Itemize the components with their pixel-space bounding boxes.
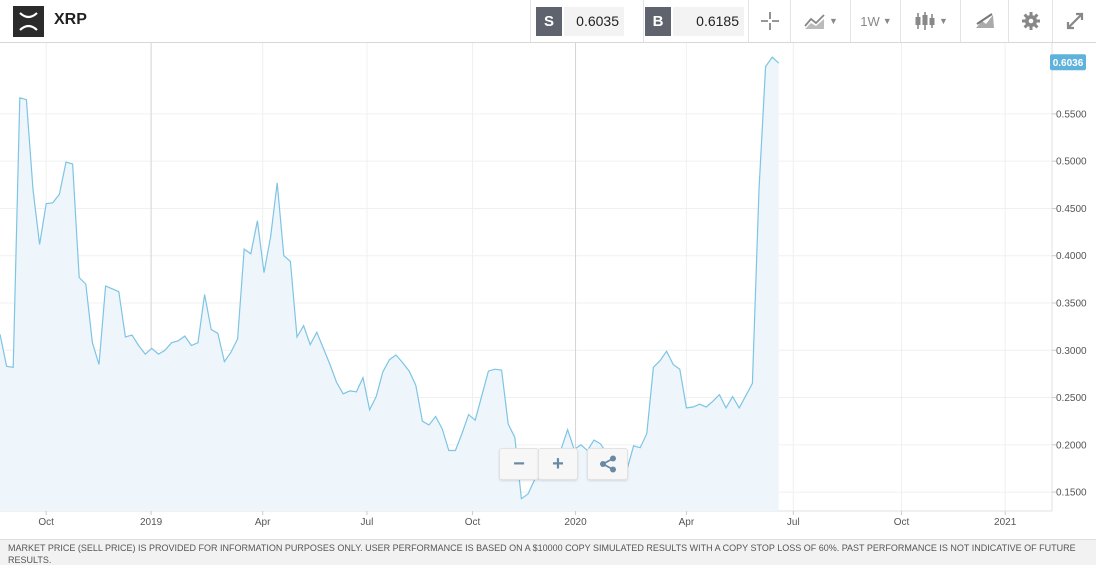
- crosshair-button[interactable]: [748, 0, 791, 42]
- y-tick-label: 0.5000: [1056, 157, 1087, 168]
- crosshair-icon: [761, 12, 779, 30]
- buy-price-group[interactable]: B 0.6185: [643, 0, 749, 42]
- price-line: [0, 56, 780, 500]
- x-tick-label: 2020: [564, 517, 587, 528]
- gear-icon: [1022, 12, 1040, 30]
- x-tick-label: 2021: [994, 517, 1017, 528]
- current-price-badge-bg: [1050, 54, 1086, 71]
- y-tick-label: 0.4000: [1056, 251, 1087, 262]
- candle-type-button[interactable]: ▼: [900, 0, 961, 42]
- buy-badge[interactable]: B: [645, 7, 671, 36]
- x-tick-label: Oct: [894, 517, 910, 528]
- chevron-down-icon: ▼: [829, 16, 838, 26]
- y-tick-label: 0.3500: [1056, 299, 1087, 310]
- settings-button[interactable]: [1008, 0, 1053, 42]
- y-tick-label: 0.2500: [1056, 393, 1087, 404]
- share-icon: [599, 455, 616, 473]
- x-tick-label: 2019: [140, 517, 163, 528]
- x-tick-label: Apr: [679, 517, 695, 528]
- chevron-down-icon: ▼: [939, 16, 948, 26]
- disclaimer: MARKET PRICE (SELL PRICE) IS PROVIDED FO…: [0, 539, 1096, 565]
- draw-button[interactable]: [960, 0, 1009, 42]
- share-button[interactable]: [587, 448, 628, 480]
- buy-price[interactable]: 0.6185: [673, 7, 744, 36]
- expand-icon: [1066, 12, 1084, 30]
- sell-price-group[interactable]: S 0.6035: [530, 0, 644, 42]
- fullscreen-button[interactable]: [1052, 0, 1096, 42]
- price-chart[interactable]: 0.1500 0.2000 0.2500 0.3000 0.3500 0.4000 0.45…: [0, 43, 1096, 538]
- interval-label: 1W: [860, 13, 880, 29]
- x-tick-label: Oct: [465, 517, 481, 528]
- x-tick-label: Oct: [38, 517, 54, 528]
- candlestick-icon: [915, 12, 935, 30]
- toolbar: XRP S 0.6035 B 0.6185 ▼ 1W ▼ ▼: [0, 0, 1096, 43]
- zoom-in-button[interactable]: +: [538, 448, 578, 480]
- x-tick-label: Apr: [255, 517, 271, 528]
- price-area-fill: [0, 57, 779, 511]
- draw-icon: [976, 13, 994, 28]
- y-tick-label: 0.3000: [1056, 346, 1087, 357]
- interval-dropdown[interactable]: 1W ▼: [850, 0, 901, 42]
- x-tick-label: Jul: [787, 517, 800, 528]
- line-chart-icon: [804, 14, 825, 29]
- y-axis: 0.1500 0.2000 0.2500 0.3000 0.3500 0.4000 0.45…: [1052, 109, 1087, 499]
- symbol-title: XRP: [54, 11, 87, 28]
- chevron-down-icon: ▼: [882, 16, 892, 26]
- sell-price[interactable]: 0.6035: [564, 7, 624, 36]
- current-price-badge: 0.6036: [1050, 54, 1086, 71]
- current-price-label: 0.6036: [1053, 58, 1084, 69]
- y-tick-label: 0.5500: [1056, 109, 1087, 120]
- y-tick-label: 0.4500: [1056, 204, 1087, 215]
- sell-badge[interactable]: S: [536, 7, 562, 36]
- zoom-out-button[interactable]: −: [499, 448, 539, 480]
- x-tick-label: Jul: [361, 517, 374, 528]
- xrp-logo-icon: [13, 6, 44, 37]
- y-tick-label: 0.1500: [1056, 488, 1087, 499]
- x-axis: Oct 2019 Apr Jul Oct 2020 Apr Jul Oct 2021: [38, 511, 1017, 528]
- y-tick-label: 0.2000: [1056, 440, 1087, 451]
- chart-type-button[interactable]: ▼: [790, 0, 851, 42]
